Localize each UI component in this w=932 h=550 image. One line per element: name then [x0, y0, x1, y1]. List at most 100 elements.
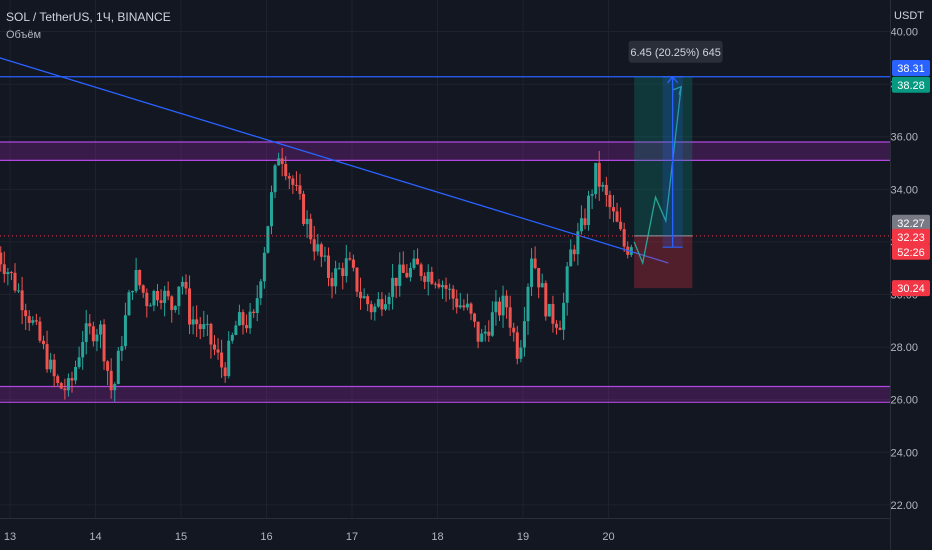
candle-body [27, 316, 31, 323]
candle-body [91, 326, 95, 342]
candle-body [102, 324, 106, 362]
candle-body [444, 285, 448, 289]
candle-body [590, 194, 594, 196]
candle-body [59, 383, 63, 389]
candle-body [455, 298, 459, 308]
candle-body [554, 323, 558, 328]
candle-body [277, 158, 281, 166]
candle-body [494, 301, 498, 313]
candle-body [330, 278, 334, 287]
candle-body [77, 357, 81, 367]
candle-body [323, 255, 327, 257]
candle-body [24, 310, 28, 317]
candle-body [551, 304, 555, 324]
candle-body [237, 312, 241, 326]
price-label: 52:26 [897, 247, 925, 259]
projection-path [633, 86, 682, 266]
candle-body [391, 277, 395, 297]
candle-body [159, 300, 163, 303]
sr-zones[interactable] [0, 141, 890, 403]
candle-body [155, 290, 159, 301]
candle-body [31, 320, 35, 323]
candle-body [569, 249, 573, 267]
candle-body [526, 286, 530, 322]
candle-body [476, 321, 480, 342]
candle-body [38, 321, 42, 341]
candle-body [622, 229, 626, 247]
candle-body [316, 244, 320, 252]
y-tick-label: 24.00 [890, 447, 918, 459]
candle-body [106, 361, 110, 371]
x-tick-label: 14 [89, 531, 101, 543]
price-label-bg [892, 59, 930, 76]
candle-body [433, 283, 437, 285]
candle-body [284, 163, 288, 177]
candle-body [127, 292, 131, 316]
position-profit-zone [634, 76, 693, 236]
candle-body [2, 264, 6, 275]
measure-arrowhead [667, 75, 679, 84]
volume-indicator-label[interactable]: Объём [6, 29, 42, 41]
candle-body [63, 388, 67, 391]
sr-zone [0, 386, 890, 403]
candle-body [134, 270, 138, 291]
candles[interactable] [0, 147, 633, 402]
candle-body [572, 249, 576, 255]
candle-body [408, 267, 412, 278]
y-tick-label: 28.00 [890, 342, 918, 354]
candle-body [209, 323, 213, 345]
candle-body [594, 162, 598, 195]
candle-body [398, 264, 402, 286]
candle-body [597, 162, 601, 187]
candle-body [608, 195, 612, 208]
candle-body [302, 193, 306, 225]
candle-body [383, 304, 387, 310]
candle-body [20, 290, 24, 311]
candle-body [369, 304, 373, 313]
candle-body [287, 176, 291, 179]
symbol-title[interactable]: SOL / TetherUS, 1Ч, BINANCE [6, 10, 171, 24]
price-label-bg [892, 280, 930, 297]
candle-body [423, 276, 427, 282]
candle-body [9, 272, 13, 274]
candle-body [13, 272, 17, 291]
candle-body [145, 292, 149, 307]
candle-body [212, 344, 216, 350]
candle-body [49, 359, 53, 370]
projection-arrowhead [672, 85, 683, 95]
candle-body [252, 311, 256, 313]
candle-body [109, 370, 113, 391]
candle-body [180, 281, 184, 287]
candle-body [497, 301, 501, 316]
candle-body [337, 268, 341, 270]
candle-body [191, 319, 195, 325]
candle-body [487, 331, 491, 336]
candle-body [341, 268, 345, 277]
candle-body [98, 324, 102, 335]
candle-body [220, 352, 224, 368]
candle-body [291, 178, 295, 185]
candle-body [280, 158, 284, 164]
candle-body [255, 298, 259, 313]
candle-body [88, 323, 92, 327]
candle-body [138, 270, 142, 286]
candle-body [348, 258, 352, 260]
candle-body [387, 296, 391, 305]
candle-body [70, 378, 74, 381]
candle-body [405, 272, 409, 278]
x-tick-label: 19 [517, 531, 529, 543]
candle-body [362, 296, 366, 299]
candle-body [416, 258, 420, 265]
candle-body [359, 291, 363, 299]
descending-trendline [0, 57, 669, 264]
candle-body [469, 303, 473, 314]
drawings[interactable]: 6.45 (20.25%) 645 [0, 40, 890, 289]
candle-body [430, 271, 434, 284]
candle-body [562, 302, 566, 330]
candle-body [198, 324, 202, 330]
candle-body [558, 327, 562, 330]
candle-body [227, 340, 231, 377]
candle-body [166, 290, 170, 297]
